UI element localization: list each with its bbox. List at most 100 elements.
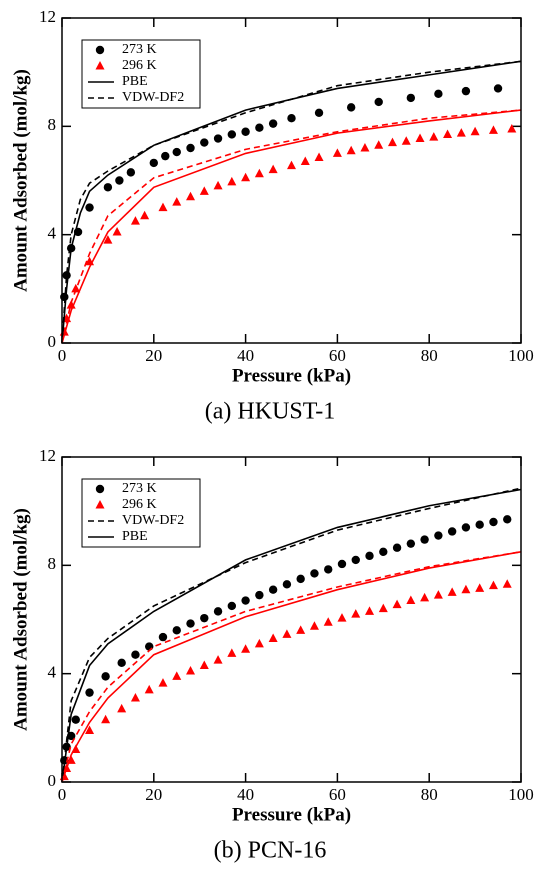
triangle-point xyxy=(199,660,209,670)
x-tick-label: 80 xyxy=(421,346,438,365)
circle-point xyxy=(346,103,356,112)
x-tick-label: 0 xyxy=(58,346,67,365)
triangle-point xyxy=(140,210,150,220)
triangle-point xyxy=(101,714,111,724)
line-series xyxy=(61,60,522,344)
circle-point xyxy=(337,559,347,569)
caption: (b) PCN-16 xyxy=(214,838,327,864)
y-tick-label: 12 xyxy=(39,446,56,465)
triangle-point xyxy=(103,235,113,244)
circle-point xyxy=(186,619,195,628)
circle-point xyxy=(200,138,209,147)
triangle-point xyxy=(241,644,251,653)
circle-point xyxy=(420,535,429,544)
circle-point xyxy=(406,93,416,103)
triangle-point xyxy=(443,129,453,138)
triangle-point xyxy=(360,143,370,152)
triangle-point xyxy=(158,678,168,687)
triangle-point xyxy=(337,613,347,622)
caption: (a) HKUST-1 xyxy=(205,399,335,425)
triangle-point xyxy=(507,124,517,133)
line-series xyxy=(61,487,522,783)
legend-symbol xyxy=(95,45,105,55)
triangle-point xyxy=(456,128,466,137)
circle-point xyxy=(314,108,324,117)
y-tick-label: 0 xyxy=(48,332,57,351)
legend-symbol xyxy=(95,61,105,70)
y-tick-label: 4 xyxy=(48,663,57,682)
circle-point xyxy=(461,523,471,532)
triangle-point xyxy=(475,583,485,592)
legend-symbol xyxy=(95,484,105,494)
triangle-point xyxy=(415,133,425,143)
triangle-point xyxy=(158,202,168,212)
legend-label: 296 K xyxy=(122,497,157,512)
line-series xyxy=(61,551,522,783)
circle-point xyxy=(475,520,484,529)
plot-frame xyxy=(61,17,522,344)
triangle-point xyxy=(130,693,140,702)
x-tick-label: 40 xyxy=(237,346,254,365)
circle-point xyxy=(287,114,296,123)
line-series xyxy=(61,60,522,344)
circle-point xyxy=(117,658,126,668)
x-axis-label: Pressure (kPa) xyxy=(232,365,351,386)
triangle-point xyxy=(296,625,306,634)
legend-label: 273 K xyxy=(122,42,157,57)
triangle-point xyxy=(213,655,223,664)
circle-point xyxy=(255,123,264,132)
circle-point xyxy=(85,203,94,212)
legend-symbol xyxy=(95,500,105,509)
triangle-point xyxy=(429,132,439,141)
y-tick-label: 8 xyxy=(48,115,57,134)
line-series xyxy=(61,109,522,344)
circle-point xyxy=(489,517,498,527)
triangle-point xyxy=(85,725,95,735)
triangle-point xyxy=(401,136,411,145)
triangle-point xyxy=(130,216,140,225)
circle-point xyxy=(282,580,292,589)
triangle-point xyxy=(420,592,430,602)
triangle-point xyxy=(268,633,278,642)
x-axis-label: Pressure (kPa) xyxy=(232,804,351,825)
legend-label: PBE xyxy=(122,74,148,89)
y-tick-label: 0 xyxy=(48,771,57,790)
circle-point xyxy=(213,607,223,616)
circle-point xyxy=(227,601,237,611)
x-tick-label: 100 xyxy=(508,785,534,804)
triangle-point xyxy=(172,671,182,680)
triangle-point xyxy=(365,606,375,615)
legend-label: VDW-DF2 xyxy=(122,513,184,528)
circle-point xyxy=(213,134,223,143)
circle-point xyxy=(227,130,237,139)
triangle-point xyxy=(199,186,209,195)
circle-point xyxy=(503,515,512,524)
triangle-point xyxy=(332,148,342,157)
plot-frame xyxy=(61,456,522,783)
circle-point xyxy=(172,147,181,157)
circle-point xyxy=(149,158,158,168)
circle-point xyxy=(406,539,416,548)
y-tick-label: 12 xyxy=(39,7,56,26)
circle-point xyxy=(131,650,140,659)
triangle-point xyxy=(186,191,196,201)
triangle-point xyxy=(71,283,81,293)
triangle-point xyxy=(488,580,498,590)
triangle-point xyxy=(282,629,292,638)
line-series xyxy=(61,109,522,344)
x-tick-label: 40 xyxy=(237,785,254,804)
circle-point xyxy=(158,632,168,642)
circle-point xyxy=(434,531,443,540)
circle-point xyxy=(461,86,471,96)
circle-point xyxy=(379,547,388,556)
y-tick-label: 4 xyxy=(48,224,57,243)
circle-point xyxy=(374,97,383,107)
x-tick-label: 0 xyxy=(58,785,67,804)
triangle-point xyxy=(254,638,264,648)
triangle-point xyxy=(241,172,251,182)
circle-point xyxy=(200,613,209,623)
triangle-point xyxy=(488,125,498,134)
circle-point xyxy=(296,574,305,584)
